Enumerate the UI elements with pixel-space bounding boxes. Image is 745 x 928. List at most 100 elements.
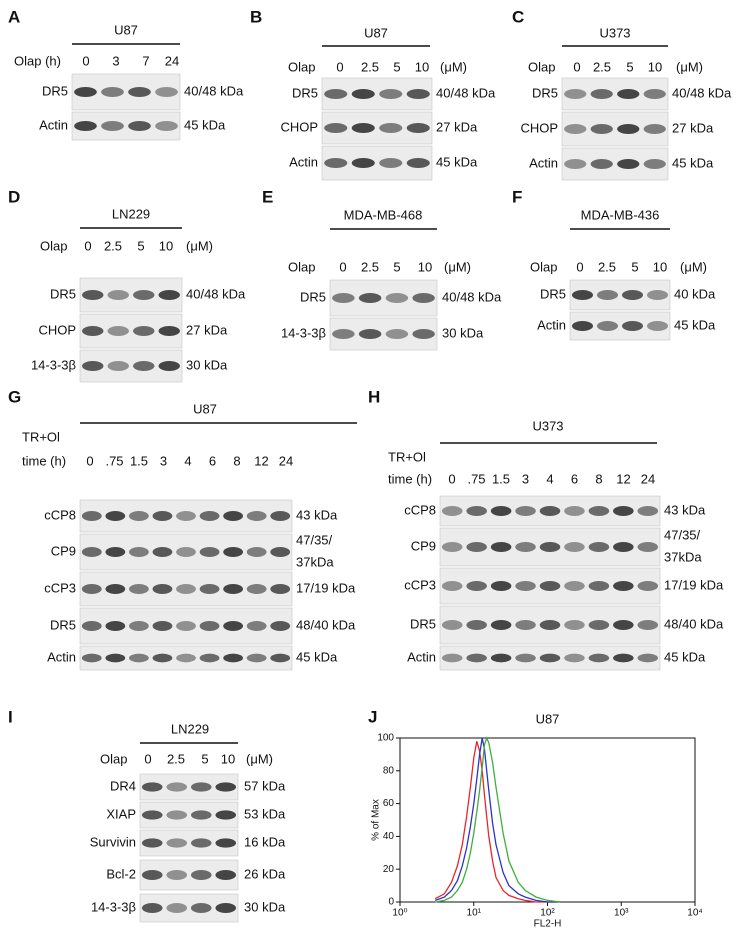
band	[515, 506, 536, 516]
band	[246, 584, 267, 594]
histogram-curve	[434, 741, 561, 903]
band	[588, 506, 610, 516]
band	[133, 290, 155, 300]
panel: C U373 Olap 0 2.5 5 10 (μM) DR5 40/48 kDa CHOP 27 k…	[512, 7, 732, 181]
band	[379, 89, 403, 99]
band	[564, 89, 587, 99]
band	[246, 621, 267, 631]
band	[622, 321, 643, 331]
band	[141, 838, 163, 848]
row-label: 14-3-3β	[91, 899, 136, 914]
band	[176, 621, 196, 631]
lane-label: 5	[631, 259, 638, 274]
band	[539, 653, 561, 663]
row-label: Actin	[537, 317, 566, 332]
band	[466, 506, 487, 516]
band	[152, 621, 173, 631]
panel-letter: B	[250, 7, 262, 26]
band	[81, 584, 102, 594]
band	[412, 293, 435, 303]
band	[82, 326, 104, 336]
band	[466, 653, 487, 663]
treatment-label: Olap	[40, 238, 67, 253]
lane-label: 10	[159, 238, 173, 253]
band	[223, 621, 244, 631]
size-label: 43 kDa	[296, 507, 338, 522]
panel: A U87 Olap (h) 0 3 7 24 DR5 40/48 kDa Actin 45 kDa	[8, 7, 244, 141]
band	[246, 547, 267, 557]
band	[190, 870, 212, 880]
lane-label: 2.5	[598, 259, 616, 274]
row-label: DR5	[50, 617, 76, 632]
band	[643, 89, 666, 99]
band	[539, 542, 561, 552]
band	[215, 838, 237, 848]
band	[332, 329, 355, 339]
band	[572, 321, 593, 331]
lane-label: 0	[144, 751, 151, 766]
cell-line: U87	[364, 25, 388, 40]
x-tick-label: 10²	[540, 908, 555, 919]
size-label: 45 kDa	[184, 117, 226, 132]
panel-letter: D	[8, 187, 20, 206]
band	[166, 903, 188, 913]
band	[324, 158, 348, 168]
row-label: Actin	[39, 117, 68, 132]
band	[637, 581, 659, 591]
band	[490, 620, 512, 630]
lane-label: 2.5	[167, 751, 185, 766]
lane-label: 4	[184, 453, 191, 468]
band	[176, 653, 196, 663]
band	[176, 547, 196, 557]
band	[141, 782, 163, 792]
panel-letter: G	[8, 387, 21, 406]
lane-label: 2.5	[361, 259, 379, 274]
treatment-label: Olap (h)	[14, 53, 61, 68]
band	[441, 506, 463, 516]
band	[81, 547, 102, 557]
band	[466, 542, 487, 552]
band	[270, 547, 291, 557]
band	[199, 547, 220, 557]
band	[412, 329, 435, 339]
band	[158, 326, 180, 336]
y-tick-label: 80	[383, 765, 395, 776]
band	[190, 838, 212, 848]
band	[441, 581, 463, 591]
band	[155, 121, 178, 131]
band	[270, 653, 291, 663]
row-label: CHOP	[280, 119, 318, 134]
panel: B U87 Olap 0 2.5 5 10 (μM) DR5 40/48 kDa CHOP 27 kD…	[250, 7, 496, 181]
size-label: 45 kDa	[672, 155, 714, 170]
row-label: CHOP	[38, 322, 76, 337]
band	[572, 290, 593, 300]
size-label: 17/19 kDa	[664, 577, 724, 592]
size-label: 45 kDa	[296, 649, 338, 664]
band	[613, 653, 634, 663]
size-label: 57 kDa	[244, 778, 286, 793]
lane-label: 24	[165, 53, 179, 68]
cell-line: LN229	[112, 206, 150, 221]
lane-label: 10	[418, 259, 432, 274]
row-label: DR5	[42, 83, 68, 98]
band	[215, 782, 237, 792]
lane-label: 1.5	[492, 471, 510, 486]
band	[158, 361, 180, 371]
cell-line: U373	[532, 418, 563, 433]
size-label: 30 kDa	[244, 899, 286, 914]
size-label: 37kDa	[664, 549, 702, 564]
band	[166, 782, 188, 792]
band	[190, 903, 212, 913]
band	[441, 620, 463, 630]
panel: H U373 TR+Ol time (h) 0 .75 1.5 3 4 6 8 12 24 cCP8 43 …	[368, 387, 724, 671]
size-label: 45 kDa	[436, 154, 478, 169]
panel-letter: E	[262, 187, 273, 206]
row-label: Actin	[289, 154, 318, 169]
lane-label: 10	[221, 751, 235, 766]
band	[107, 290, 129, 300]
size-label: 40 kDa	[674, 286, 716, 301]
row-label: DR4	[110, 778, 136, 793]
panel-letter: A	[8, 7, 20, 26]
size-label: 48/40 kDa	[664, 616, 724, 631]
size-label: 37kDa	[296, 554, 334, 569]
